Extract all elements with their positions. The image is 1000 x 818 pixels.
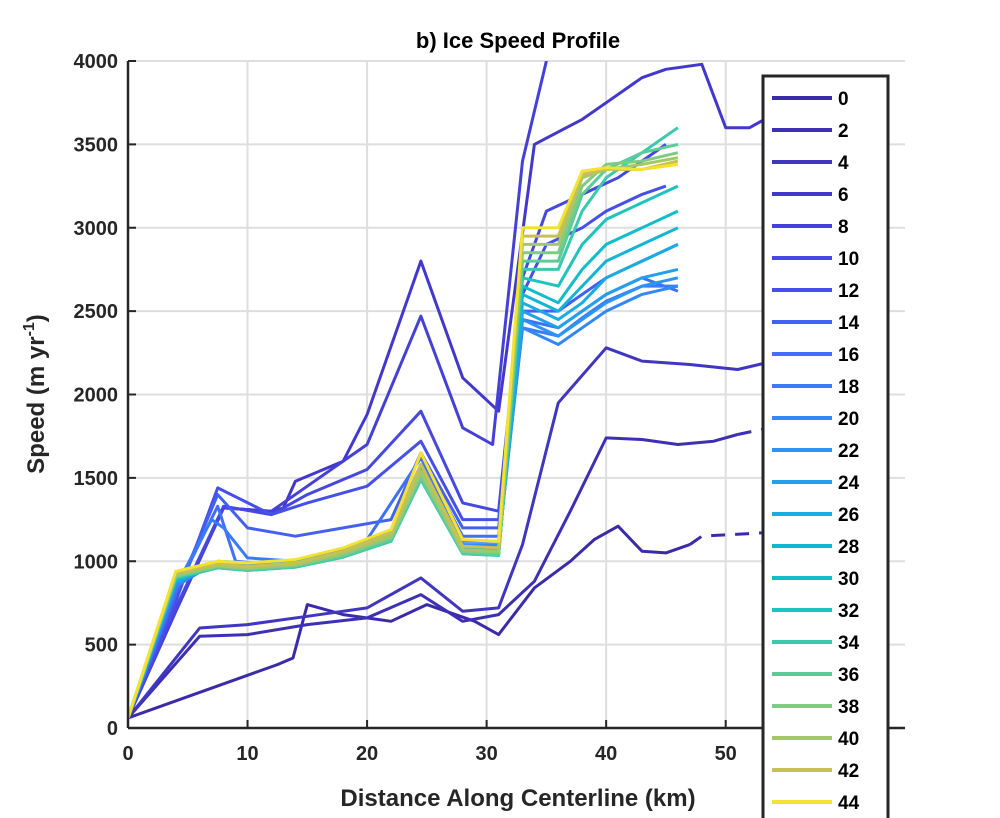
series-line <box>128 61 548 719</box>
legend-label: 24 <box>838 473 860 494</box>
legend-label: 42 <box>838 761 859 782</box>
y-axis-label-close: ) <box>23 314 50 322</box>
legend-label: 4 <box>838 153 849 174</box>
series-line <box>128 126 679 719</box>
legend-label: 10 <box>838 249 859 270</box>
x-axis-label: Distance Along Centerline (km) <box>340 785 695 812</box>
y-tick-label: 0 <box>107 718 118 740</box>
legend-label: 34 <box>838 633 860 654</box>
legend-label: 36 <box>838 665 859 686</box>
legend-label: 28 <box>838 537 859 558</box>
y-axis-label-main: Speed (m yr <box>23 336 50 473</box>
series-line <box>128 184 667 719</box>
series-line <box>128 524 691 720</box>
legend-label: 16 <box>838 345 859 366</box>
legend-label: 22 <box>838 441 859 462</box>
series-line <box>128 151 679 719</box>
legend-label: 30 <box>838 569 859 590</box>
legend-label: 32 <box>838 601 859 622</box>
x-tick-label: 10 <box>236 743 258 765</box>
y-tick-label: 1000 <box>74 551 119 573</box>
series-line <box>128 162 679 719</box>
legend-box <box>761 74 890 818</box>
legend-label: 2 <box>838 121 849 142</box>
y-tick-label: 500 <box>85 635 118 657</box>
x-tick-label: 40 <box>595 743 617 765</box>
series-dashed-extension <box>737 428 762 436</box>
series-line <box>128 143 667 719</box>
legend-label: 20 <box>838 409 859 430</box>
y-tick-label: 1500 <box>74 468 119 490</box>
x-tick-label: 30 <box>475 743 497 765</box>
series-line <box>128 184 679 719</box>
x-tick-label: 50 <box>715 743 737 765</box>
legend-label: 8 <box>838 217 849 238</box>
x-tick-label: 0 <box>122 743 133 765</box>
y-tick-label: 2500 <box>74 301 119 323</box>
x-tick-label: 20 <box>356 743 378 765</box>
legend: 0246810121416182022242628303234363840424… <box>761 74 890 818</box>
y-axis-label: Speed (m yr-1) <box>21 314 50 474</box>
legend-label: 6 <box>838 185 849 206</box>
legend-label: 14 <box>838 313 860 334</box>
y-tick-label: 4000 <box>74 51 119 73</box>
legend-label: 26 <box>838 505 859 526</box>
series-line <box>128 433 739 719</box>
series-dashed-extension <box>688 531 762 546</box>
series-line <box>128 159 679 719</box>
y-tick-label: 3000 <box>74 218 119 240</box>
legend-label: 0 <box>838 89 849 110</box>
series-group <box>128 61 810 720</box>
legend-label: 40 <box>838 729 859 750</box>
chart-title: b) Ice Speed Profile <box>416 28 620 53</box>
plot-area <box>128 61 810 720</box>
series-line <box>128 243 679 719</box>
y-tick-label: 2000 <box>74 385 119 407</box>
series-line <box>128 346 810 719</box>
legend-label: 44 <box>838 793 860 814</box>
legend-label: 12 <box>838 281 859 302</box>
legend-label: 18 <box>838 377 859 398</box>
series-line <box>128 156 679 719</box>
y-tick-label: 3500 <box>74 134 119 156</box>
legend-label: 38 <box>838 697 859 718</box>
y-axis-label-superscript: -1 <box>21 322 38 336</box>
